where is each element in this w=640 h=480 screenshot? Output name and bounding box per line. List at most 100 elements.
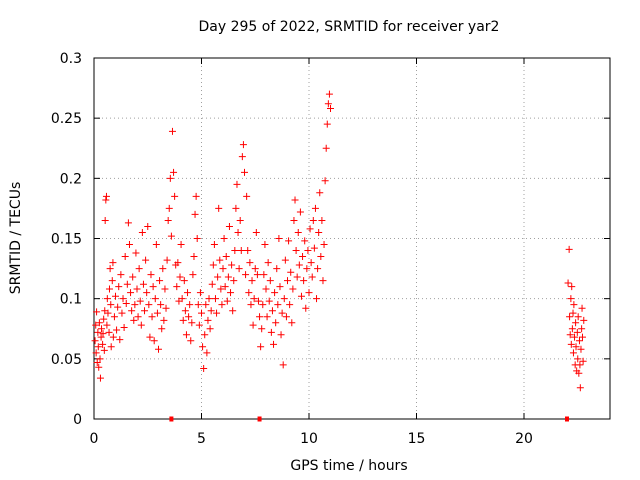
data-point — [569, 309, 577, 317]
data-point — [570, 301, 578, 309]
data-point — [266, 277, 274, 285]
data-point — [237, 247, 245, 255]
data-point — [217, 285, 225, 293]
x-tick-label: 20 — [515, 431, 533, 447]
data-point — [259, 301, 267, 309]
data-point — [273, 265, 281, 273]
data-point — [107, 301, 115, 309]
data-point — [145, 301, 153, 309]
data-point — [210, 241, 218, 249]
data-point — [105, 285, 113, 293]
data-point — [204, 316, 212, 324]
data-point — [127, 289, 135, 297]
chart-title: Day 295 of 2022, SRMTID for receiver yar… — [199, 19, 500, 35]
data-point — [96, 374, 104, 382]
data-point — [103, 321, 111, 329]
data-point — [156, 277, 164, 285]
data-point — [158, 325, 166, 333]
data-point — [248, 277, 256, 285]
data-point — [139, 280, 147, 288]
baseline-marker — [565, 416, 569, 422]
data-point — [574, 313, 582, 321]
data-point — [105, 328, 113, 336]
data-point — [192, 192, 200, 200]
data-point — [282, 313, 290, 321]
data-point — [297, 292, 305, 300]
data-point — [285, 237, 293, 245]
data-point — [303, 265, 311, 273]
data-point — [147, 271, 155, 279]
data-point — [224, 273, 232, 281]
data-point — [124, 219, 132, 227]
data-point — [93, 358, 101, 366]
data-point — [93, 308, 101, 316]
data-point — [100, 315, 108, 323]
data-point — [323, 120, 331, 128]
data-point — [166, 174, 174, 182]
data-point — [239, 141, 247, 149]
data-point — [123, 280, 131, 288]
data-point — [272, 319, 280, 327]
data-point — [173, 283, 181, 291]
data-point — [322, 144, 330, 152]
data-point — [199, 343, 207, 351]
data-point — [230, 277, 238, 285]
data-point — [264, 259, 272, 267]
data-point — [287, 268, 295, 276]
data-point — [567, 295, 575, 303]
data-point — [101, 216, 109, 224]
data-point — [117, 271, 125, 279]
data-point — [219, 265, 227, 273]
data-point — [278, 309, 286, 317]
data-point — [187, 337, 195, 345]
data-point — [568, 283, 576, 291]
data-point — [99, 330, 107, 338]
data-point — [289, 285, 297, 293]
data-point — [170, 168, 178, 176]
data-point — [575, 369, 583, 377]
data-point — [305, 289, 313, 297]
data-point — [191, 210, 199, 218]
data-point — [222, 253, 230, 261]
data-point — [300, 277, 308, 285]
data-point — [234, 228, 242, 236]
data-point — [275, 235, 283, 242]
data-point — [92, 321, 100, 329]
data-point — [188, 319, 196, 327]
data-point — [238, 153, 246, 161]
data-point — [151, 295, 159, 303]
data-point — [157, 301, 165, 309]
data-point — [104, 309, 112, 317]
data-point — [573, 328, 581, 336]
data-point — [110, 313, 118, 321]
data-point — [189, 271, 197, 279]
data-point — [144, 222, 152, 230]
data-point — [244, 247, 252, 255]
data-point — [92, 349, 100, 357]
data-point — [133, 285, 141, 293]
data-point — [235, 265, 243, 273]
data-point — [196, 289, 204, 297]
data-point — [163, 256, 171, 264]
data-point — [207, 307, 215, 315]
x-tick-label: 5 — [197, 431, 206, 447]
data-point — [185, 313, 193, 321]
data-point — [574, 355, 582, 363]
y-tick-label: 0.05 — [51, 352, 82, 368]
data-point — [129, 273, 137, 281]
data-point — [122, 299, 130, 307]
data-point — [579, 357, 587, 365]
data-point — [310, 244, 318, 252]
data-point — [146, 333, 154, 341]
data-point — [265, 297, 273, 305]
data-point — [568, 325, 576, 333]
data-point — [182, 331, 190, 339]
data-point — [567, 340, 575, 348]
axis-ticks: 0 5 10 15 20 0 0.05 0.1 0.15 0.2 0.25 0.3 — [51, 51, 610, 447]
data-point — [292, 247, 300, 255]
data-point — [280, 295, 288, 303]
data-point — [299, 253, 307, 261]
data-point — [95, 363, 103, 371]
data-point — [257, 343, 265, 351]
x-tick-label: 0 — [90, 431, 99, 447]
